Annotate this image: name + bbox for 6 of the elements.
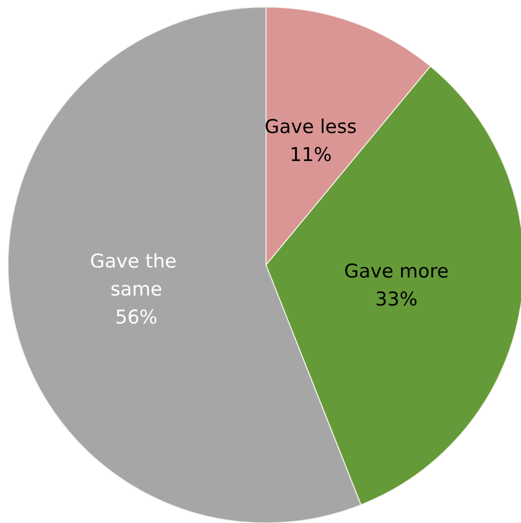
data-label: 56% — [115, 306, 158, 329]
data-label: 33% — [375, 288, 418, 311]
data-label: 11% — [290, 144, 332, 166]
slice-label: Gave the same — [90, 250, 183, 301]
slice-label: Gave less — [264, 116, 357, 138]
slice-label: Gave more — [344, 260, 449, 283]
